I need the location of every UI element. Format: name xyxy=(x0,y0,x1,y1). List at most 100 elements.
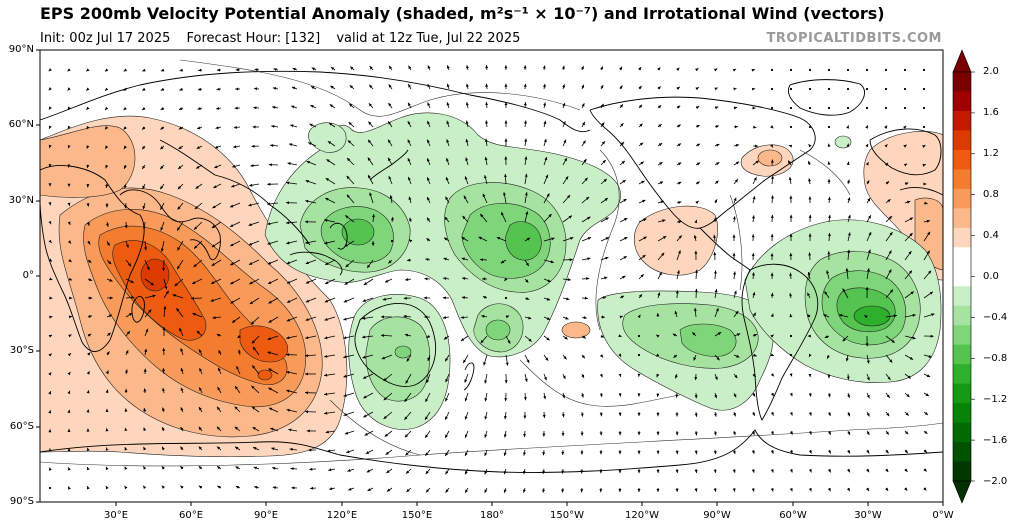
wind-vector-head xyxy=(661,252,665,257)
lon-label: 120°E xyxy=(326,510,358,521)
wind-vector-head xyxy=(366,469,371,473)
wind-vector-head xyxy=(622,179,626,183)
wind-vector-head xyxy=(384,433,388,437)
wind-vector-head xyxy=(523,120,527,124)
wind-vector-head xyxy=(847,394,851,398)
wind-vector-head xyxy=(405,277,409,281)
wind-vector-head xyxy=(753,125,757,129)
wind-vector-head xyxy=(641,180,645,184)
wind-vector-head xyxy=(105,106,109,111)
wind-vector-head xyxy=(286,299,291,303)
wind-vector-head xyxy=(180,466,184,470)
wind-vector-head xyxy=(753,334,757,337)
wind-vector-head xyxy=(272,87,277,90)
colorbar-label: 0.8 xyxy=(983,189,999,200)
wind-vector-head xyxy=(885,487,889,491)
wind-vector-head xyxy=(619,85,623,89)
wind-vector-head xyxy=(306,429,310,433)
wind-vector-head xyxy=(523,397,527,401)
wind-vector-head xyxy=(48,239,52,243)
wind-vector-head xyxy=(770,272,774,276)
wind-vector-head xyxy=(162,407,165,411)
wind-vector-head xyxy=(909,217,914,221)
wind-vector-head xyxy=(736,333,741,337)
wind-vector-head xyxy=(271,447,275,451)
wind-vector-head xyxy=(678,250,681,254)
wind-vector-head xyxy=(267,351,271,355)
wind-vector-head xyxy=(484,471,488,475)
wind-vector-head xyxy=(656,373,660,378)
wind-vector-head xyxy=(568,215,572,219)
wind-vector-head xyxy=(847,469,850,473)
wind-vector-head xyxy=(676,67,680,71)
wind-vector-head xyxy=(694,469,698,473)
wind-vector-head xyxy=(460,315,464,319)
wind-vector-head xyxy=(464,176,468,180)
wind-vector-head xyxy=(144,348,148,353)
wind-vector-head xyxy=(446,139,450,143)
wind-vector-head xyxy=(124,185,127,189)
wind-vector-head xyxy=(251,144,255,148)
wind-vector-head xyxy=(788,144,793,148)
wind-vector-head xyxy=(561,65,565,69)
wind-vector-head xyxy=(906,200,911,204)
wind-vector-head xyxy=(922,145,926,148)
wind-vector-head xyxy=(581,84,585,89)
wind-vector-head xyxy=(828,431,831,435)
wind-vector-head xyxy=(656,393,660,397)
wind-vector-head xyxy=(601,315,605,319)
wind-vector-head xyxy=(808,469,812,473)
wind-vector-head xyxy=(544,376,547,381)
wind-vector-head xyxy=(109,296,113,300)
wind-vector-head xyxy=(923,449,928,453)
wind-vector-head xyxy=(329,104,334,108)
wind-vector-head xyxy=(561,470,565,474)
colorbar-bin xyxy=(953,364,971,385)
wind-vector xyxy=(846,68,850,72)
wind-vector-head xyxy=(142,205,146,210)
wind-vector-head xyxy=(86,222,90,226)
wind-vector-head xyxy=(808,353,812,358)
wind-vector-head xyxy=(464,398,468,402)
wind-vector xyxy=(808,68,812,72)
wind-vector-head xyxy=(637,373,641,377)
lon-label: 150°E xyxy=(401,510,433,521)
wind-vector-head xyxy=(752,106,756,110)
wind-vector-head xyxy=(404,398,408,402)
wind-vector-head xyxy=(232,164,236,168)
wind-vector-head xyxy=(561,451,565,455)
wind-vector-head xyxy=(235,466,239,470)
wind-vector-head xyxy=(67,467,71,471)
wind-vector-head xyxy=(272,486,276,490)
wind-vector-head xyxy=(162,327,166,331)
wind-vector-head xyxy=(216,446,221,450)
wind-vector-head xyxy=(408,65,412,69)
wind-vector xyxy=(846,106,850,110)
wind-vector xyxy=(884,68,888,72)
colorbar-bin xyxy=(953,461,971,482)
wind-vector-head xyxy=(694,376,698,381)
wind-vector-head xyxy=(847,232,851,236)
wind-vector-head xyxy=(234,426,239,430)
wind-vector-head xyxy=(867,249,871,253)
wind-vector-head xyxy=(427,120,430,125)
wind-vector-head xyxy=(694,488,698,492)
wind-vector-head xyxy=(177,265,181,270)
wind-vector-head xyxy=(755,160,759,164)
wind-vector-head xyxy=(48,68,52,72)
wind-vector-head xyxy=(544,156,548,161)
wind-vector-head xyxy=(562,84,566,88)
wind-vector-head xyxy=(148,309,152,313)
wind-vector-head xyxy=(621,160,625,164)
wind-vector-head xyxy=(328,468,332,472)
wind-vector xyxy=(884,106,888,110)
wind-vector-head xyxy=(638,294,642,298)
wind-vector xyxy=(827,87,831,91)
wind-vector-head xyxy=(86,87,90,91)
wind-vector-head xyxy=(216,68,221,72)
wind-vector-head xyxy=(582,121,585,126)
lat-label: 90°N xyxy=(8,44,34,55)
lat-label: 90°S xyxy=(9,496,34,507)
wind-vector-head xyxy=(388,139,391,143)
wind-vector-head xyxy=(484,138,488,142)
